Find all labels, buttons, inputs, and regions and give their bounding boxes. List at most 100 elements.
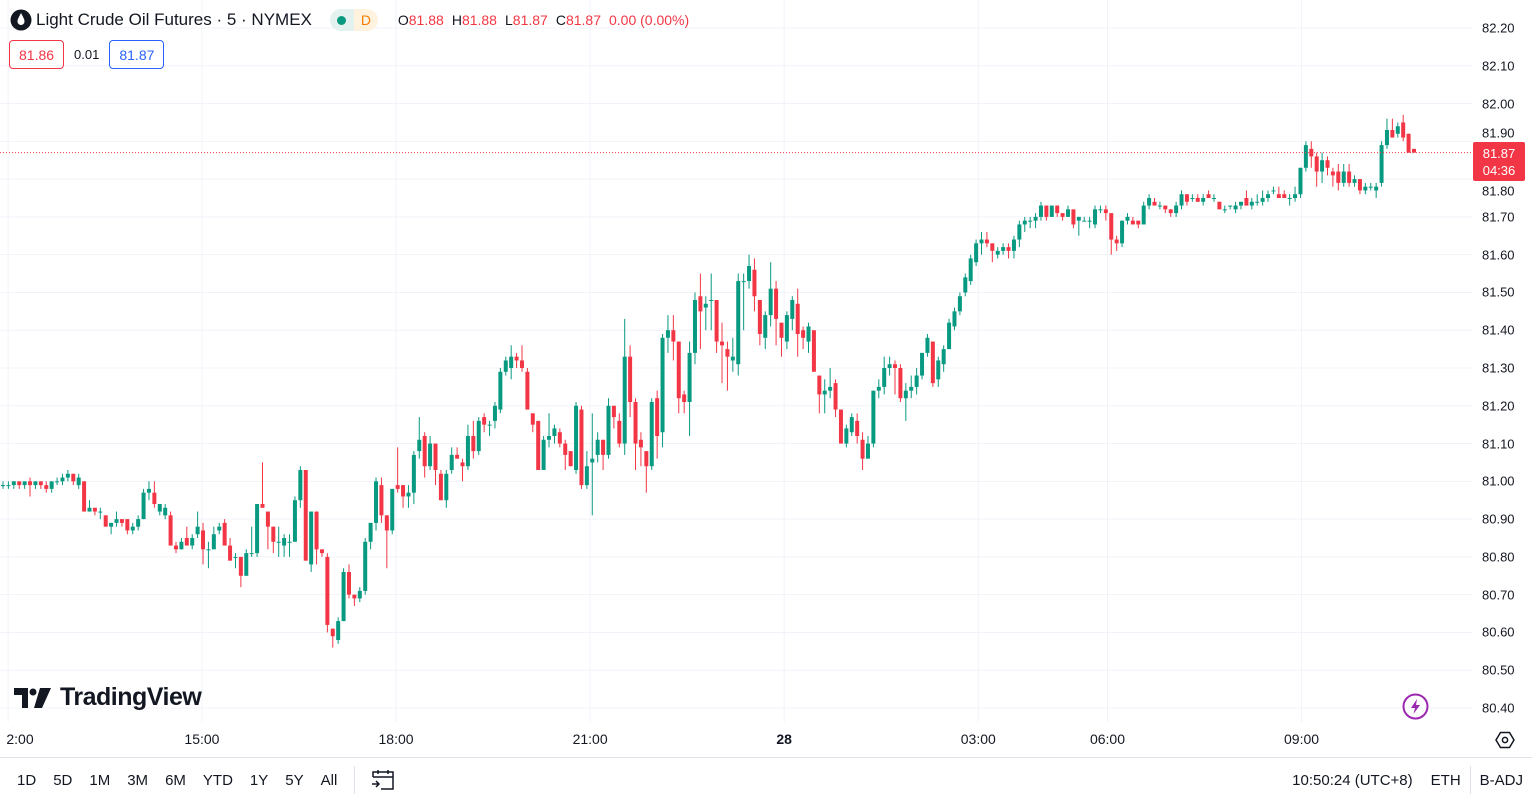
candle-body [76, 477, 81, 486]
candle-body [1022, 220, 1027, 225]
candle [438, 470, 443, 501]
candle [995, 247, 1000, 259]
candle-body [611, 405, 616, 418]
candle-body [1303, 145, 1308, 168]
candle-body [1384, 130, 1389, 146]
candle-body [1136, 220, 1141, 225]
gear-icon[interactable] [1495, 730, 1515, 750]
candle [1190, 194, 1195, 202]
adjustment-toggle[interactable]: B-ADJ [1479, 771, 1523, 789]
range-5y[interactable]: 5Y [285, 771, 304, 789]
candle [1044, 205, 1049, 221]
candle-body [49, 481, 54, 489]
candlestick-chart[interactable] [0, 0, 1532, 757]
candle [703, 296, 708, 331]
candle [957, 292, 962, 316]
session-badge: D [353, 9, 378, 31]
candle-body [395, 485, 400, 489]
range-1y[interactable]: 1Y [249, 771, 269, 789]
candle-body [757, 300, 762, 334]
range-6m[interactable]: 6M [165, 771, 186, 789]
candle-body [114, 519, 119, 523]
candle [687, 341, 692, 436]
candle-body [1055, 205, 1060, 214]
candle [974, 239, 979, 266]
candle [65, 470, 70, 482]
candle-body [649, 402, 654, 467]
market-status-badge[interactable]: D [329, 9, 378, 31]
candle-body [282, 538, 287, 546]
candle [1249, 198, 1254, 210]
candle [1184, 194, 1189, 206]
bottom-toolbar: 1D 5D 1M 3M 6M YTD 1Y 5Y All 10:50:24 (U… [0, 757, 1532, 802]
candle-body [357, 590, 362, 599]
tradingview-logo[interactable]: TradingView [14, 683, 202, 712]
candle [790, 296, 795, 331]
symbol-title[interactable]: Light Crude Oil Futures · 5 · NYMEX [36, 10, 312, 29]
buy-button[interactable]: 81.87 [109, 40, 165, 69]
candle-body [1093, 209, 1098, 225]
candle-body [390, 488, 395, 531]
candle [725, 341, 730, 391]
candle [1298, 167, 1303, 198]
candle-body [55, 481, 60, 483]
candle-body [644, 451, 649, 467]
oil-drop-icon [10, 9, 32, 31]
bid-ask-panel: 81.86 0.01 81.87 [9, 40, 165, 69]
candle [49, 481, 54, 493]
candle-body [1017, 224, 1022, 240]
candle [514, 352, 519, 368]
candle-body [201, 530, 206, 550]
candle-body [1325, 160, 1330, 168]
candle [541, 436, 546, 470]
candle-body [1401, 122, 1406, 138]
candle-body [244, 553, 249, 576]
sell-button[interactable]: 81.86 [9, 40, 65, 69]
candle [525, 368, 530, 410]
candle-body [422, 436, 427, 467]
candle-body [974, 243, 979, 263]
eth-toggle[interactable]: ETH [1430, 771, 1461, 789]
range-1m[interactable]: 1M [89, 771, 111, 789]
candle [795, 288, 800, 357]
candle-body [1412, 148, 1416, 153]
range-1d[interactable]: 1D [17, 771, 37, 789]
candle-body [1179, 194, 1184, 206]
lightning-icon[interactable] [1402, 693, 1429, 720]
candle-body [822, 390, 827, 395]
range-ytd[interactable]: YTD [202, 771, 233, 789]
candle-body [784, 315, 789, 342]
candle-body [947, 322, 952, 350]
candle [1103, 205, 1108, 221]
candle [1368, 182, 1373, 191]
candle-body [893, 364, 898, 368]
candle-body [65, 473, 70, 478]
toolbar-right: 10:50:24 (UTC+8) ETH B-ADJ [1283, 758, 1532, 802]
candle [665, 315, 670, 353]
candle-body [887, 364, 892, 368]
candle [374, 477, 379, 531]
candle [422, 432, 427, 478]
range-5d[interactable]: 5D [53, 771, 73, 789]
candle-body [601, 439, 606, 455]
candle [1390, 118, 1395, 138]
candle-body [146, 488, 151, 493]
candle [11, 481, 16, 489]
candle [563, 439, 568, 470]
candle-body [1368, 186, 1373, 188]
candle [163, 504, 168, 520]
candle [1168, 209, 1173, 217]
candle [184, 526, 189, 546]
range-3m[interactable]: 3M [127, 771, 149, 789]
clock-timezone[interactable]: 10:50:24 (UTC+8) [1292, 771, 1413, 789]
candle [547, 413, 552, 448]
candle-body [498, 371, 503, 410]
calendar-goto-icon[interactable] [370, 768, 396, 792]
candle [1076, 216, 1081, 236]
candle [1374, 182, 1379, 198]
candle [801, 326, 806, 350]
range-all[interactable]: All [320, 771, 338, 789]
candle-body [628, 356, 633, 402]
candle [179, 538, 184, 550]
candle [1071, 209, 1076, 229]
